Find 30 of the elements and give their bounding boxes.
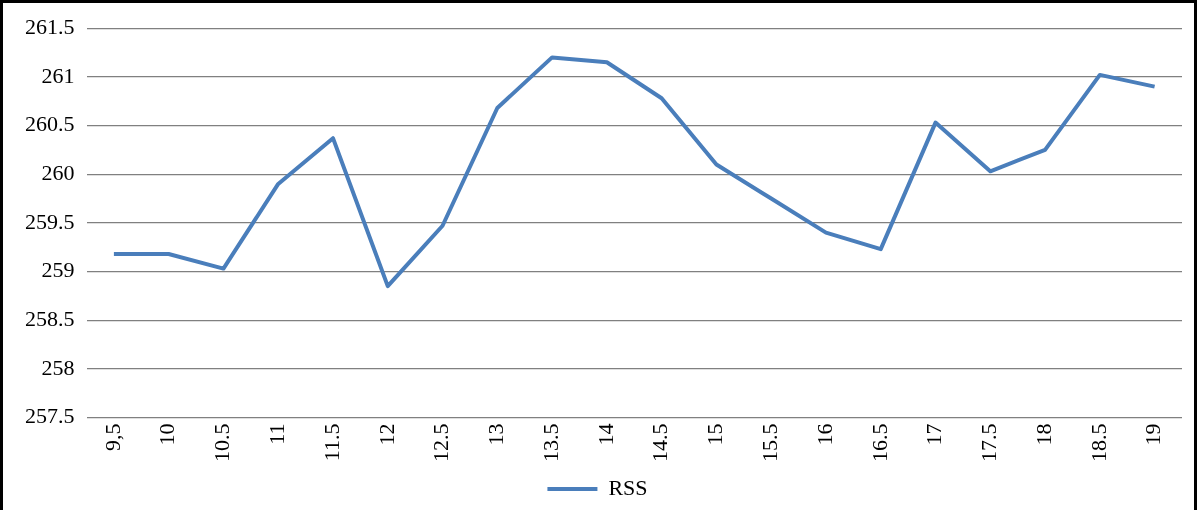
y-tick-label: 258	[41, 354, 75, 380]
x-tick-label: 9,5	[99, 423, 125, 451]
y-tick-label: 259	[41, 257, 75, 283]
x-tick-label: 13	[483, 423, 509, 446]
x-tick-label: 18.5	[1085, 423, 1111, 462]
y-tick-label: 261.5	[25, 13, 75, 39]
y-tick-label: 260.5	[25, 111, 75, 137]
legend-label: RSS	[608, 474, 648, 500]
y-tick-label: 259.5	[25, 208, 75, 234]
x-tick-label: 17	[921, 423, 947, 446]
y-tick-label: 261	[41, 62, 75, 88]
x-tick-label: 16.5	[866, 423, 892, 462]
y-tick-label: 260	[41, 159, 75, 185]
x-tick-label: 14	[592, 423, 618, 446]
x-tick-label: 15	[702, 423, 728, 446]
x-tick-label: 11	[263, 423, 289, 445]
x-tick-label: 17.5	[976, 423, 1002, 462]
x-tick-label: 14.5	[647, 423, 673, 462]
x-tick-label: 16	[811, 423, 837, 446]
x-tick-label: 12	[373, 423, 399, 446]
x-tick-label: 19	[1140, 423, 1166, 446]
x-tick-label: 15.5	[756, 423, 782, 462]
x-tick-label: 12.5	[428, 423, 454, 462]
y-tick-label: 257.5	[25, 403, 75, 429]
x-tick-label: 10	[154, 423, 180, 446]
x-tick-label: 11.5	[318, 423, 344, 462]
x-tick-label: 13.5	[537, 423, 563, 462]
x-tick-label: 10.5	[209, 423, 235, 462]
y-tick-label: 258.5	[25, 305, 75, 331]
x-tick-label: 18	[1030, 423, 1056, 446]
